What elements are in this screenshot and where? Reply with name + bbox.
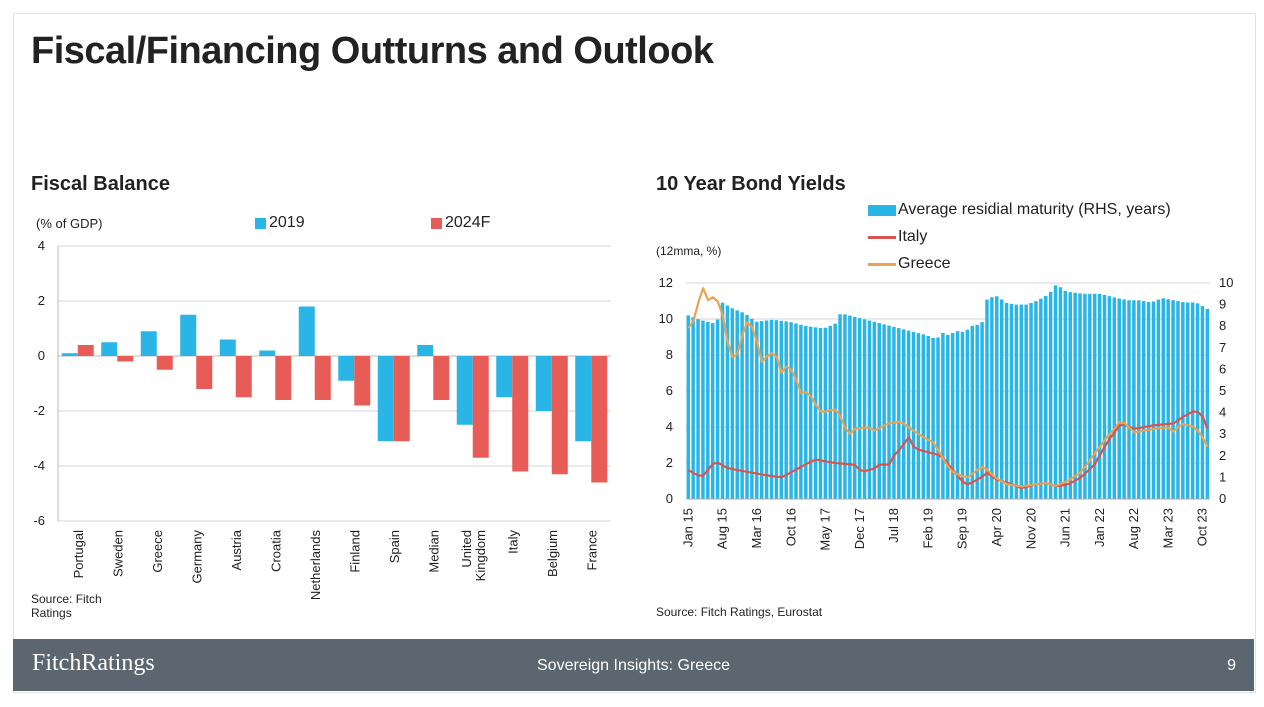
bar-2019-france — [575, 356, 592, 442]
page-title: Fiscal/Financing Outturns and Outlook — [31, 30, 714, 72]
legend-2019-label: 2019 — [269, 214, 305, 231]
bar-2024f-portugal — [77, 345, 94, 356]
bar-2024f-austria — [235, 356, 252, 398]
legend-greece: Greece — [868, 255, 950, 273]
x-tick-label: Greece — [150, 530, 165, 573]
bar-2024f-belgium — [551, 356, 568, 475]
x-tick-label: Finland — [347, 530, 362, 573]
bar-2024f-spain — [393, 356, 410, 442]
x-tick-label: Sweden — [110, 530, 125, 577]
legend-maturity-label: Average residial maturity (RHS, years) — [898, 201, 1171, 218]
bar-2019-united-kingdom — [456, 356, 473, 425]
bar-2024f-sweden — [117, 356, 134, 362]
bar-2019-finland — [338, 356, 355, 381]
fiscal-balance-title: Fiscal Balance — [31, 173, 170, 195]
bar-2024f-median — [433, 356, 450, 400]
bar-2019-netherlands — [298, 306, 315, 356]
y-tick-label: -2 — [33, 403, 45, 418]
legend-italy-swatch — [868, 235, 896, 239]
y-tick-label: 4 — [38, 238, 45, 253]
x-tick-label: Netherlands — [308, 530, 323, 601]
x-tick-label: Median — [426, 530, 441, 573]
x-tick-label: Portugal — [71, 530, 86, 579]
legend-italy-label: Italy — [898, 228, 928, 245]
bar-2019-sweden — [101, 342, 118, 356]
legend-greece-label: Greece — [898, 255, 951, 272]
page-number: 9 — [1227, 657, 1236, 674]
legend-2019-swatch — [255, 217, 266, 229]
x-tick-label: Italy — [505, 530, 520, 554]
bar-2024f-croatia — [275, 356, 292, 400]
bar-2019-italy — [496, 356, 513, 398]
y-tick-label: -4 — [33, 458, 45, 473]
bar-2019-germany — [180, 314, 197, 356]
footer-publication: Sovereign Insights: Greece — [537, 657, 730, 674]
bar-2019-belgium — [535, 356, 552, 411]
bar-2024f-netherlands — [314, 356, 331, 400]
bar-2019-austria — [219, 339, 236, 356]
legend-2024f-label: 2024F — [445, 214, 491, 231]
x-tick-label: Spain — [387, 530, 402, 563]
fiscal-balance-source: Source: Fitch Ratings — [31, 592, 102, 620]
fiscal-balance-unit: (% of GDP) — [36, 216, 103, 231]
x-tick-label: France — [584, 530, 599, 570]
y-tick-label: -6 — [33, 513, 45, 528]
fitch-ratings-logo: FitchRatings — [32, 650, 155, 676]
legend-2024f-swatch — [431, 217, 442, 229]
legend-2024f: 2024F — [431, 214, 490, 232]
bar-2024f-italy — [512, 356, 529, 472]
bar-2024f-france — [591, 356, 608, 483]
bar-2019-portugal — [61, 353, 78, 356]
legend-maturity-swatch — [868, 204, 896, 216]
x-tick-label: UnitedKingdom — [459, 530, 488, 581]
bar-2024f-united-kingdom — [472, 356, 489, 458]
legend-greece-swatch — [868, 262, 896, 266]
bond-yields-title: 10 Year Bond Yields — [656, 173, 846, 195]
bar-2019-median — [417, 345, 434, 356]
x-tick-label: Belgium — [545, 530, 560, 577]
y-tick-label: 2 — [38, 293, 45, 308]
bar-2024f-finland — [354, 356, 371, 406]
x-tick-label: Germany — [189, 530, 204, 584]
bar-2019-greece — [140, 331, 157, 356]
legend-maturity: Average residial maturity (RHS, years) — [868, 201, 1171, 219]
x-tick-label: Croatia — [268, 529, 283, 572]
bond-yields-unit: (12mma, %) — [656, 244, 722, 258]
bar-2019-croatia — [259, 350, 276, 356]
fiscal-balance-source-line-1: Source: Fitch — [31, 592, 102, 606]
x-tick-label: Austria — [229, 529, 244, 570]
footer-bar: FitchRatings Sovereign Insights: Greece … — [13, 639, 1254, 691]
bar-2019-spain — [377, 356, 394, 442]
legend-2019: 2019 — [255, 214, 305, 232]
bar-2024f-germany — [196, 356, 213, 389]
legend-italy: Italy — [868, 228, 927, 246]
bond-yields-source: Source: Fitch Ratings, Eurostat — [656, 605, 823, 619]
bar-2024f-greece — [156, 356, 173, 370]
y-tick-label: 0 — [38, 348, 45, 363]
fiscal-balance-source-line-2: Ratings — [31, 606, 72, 620]
